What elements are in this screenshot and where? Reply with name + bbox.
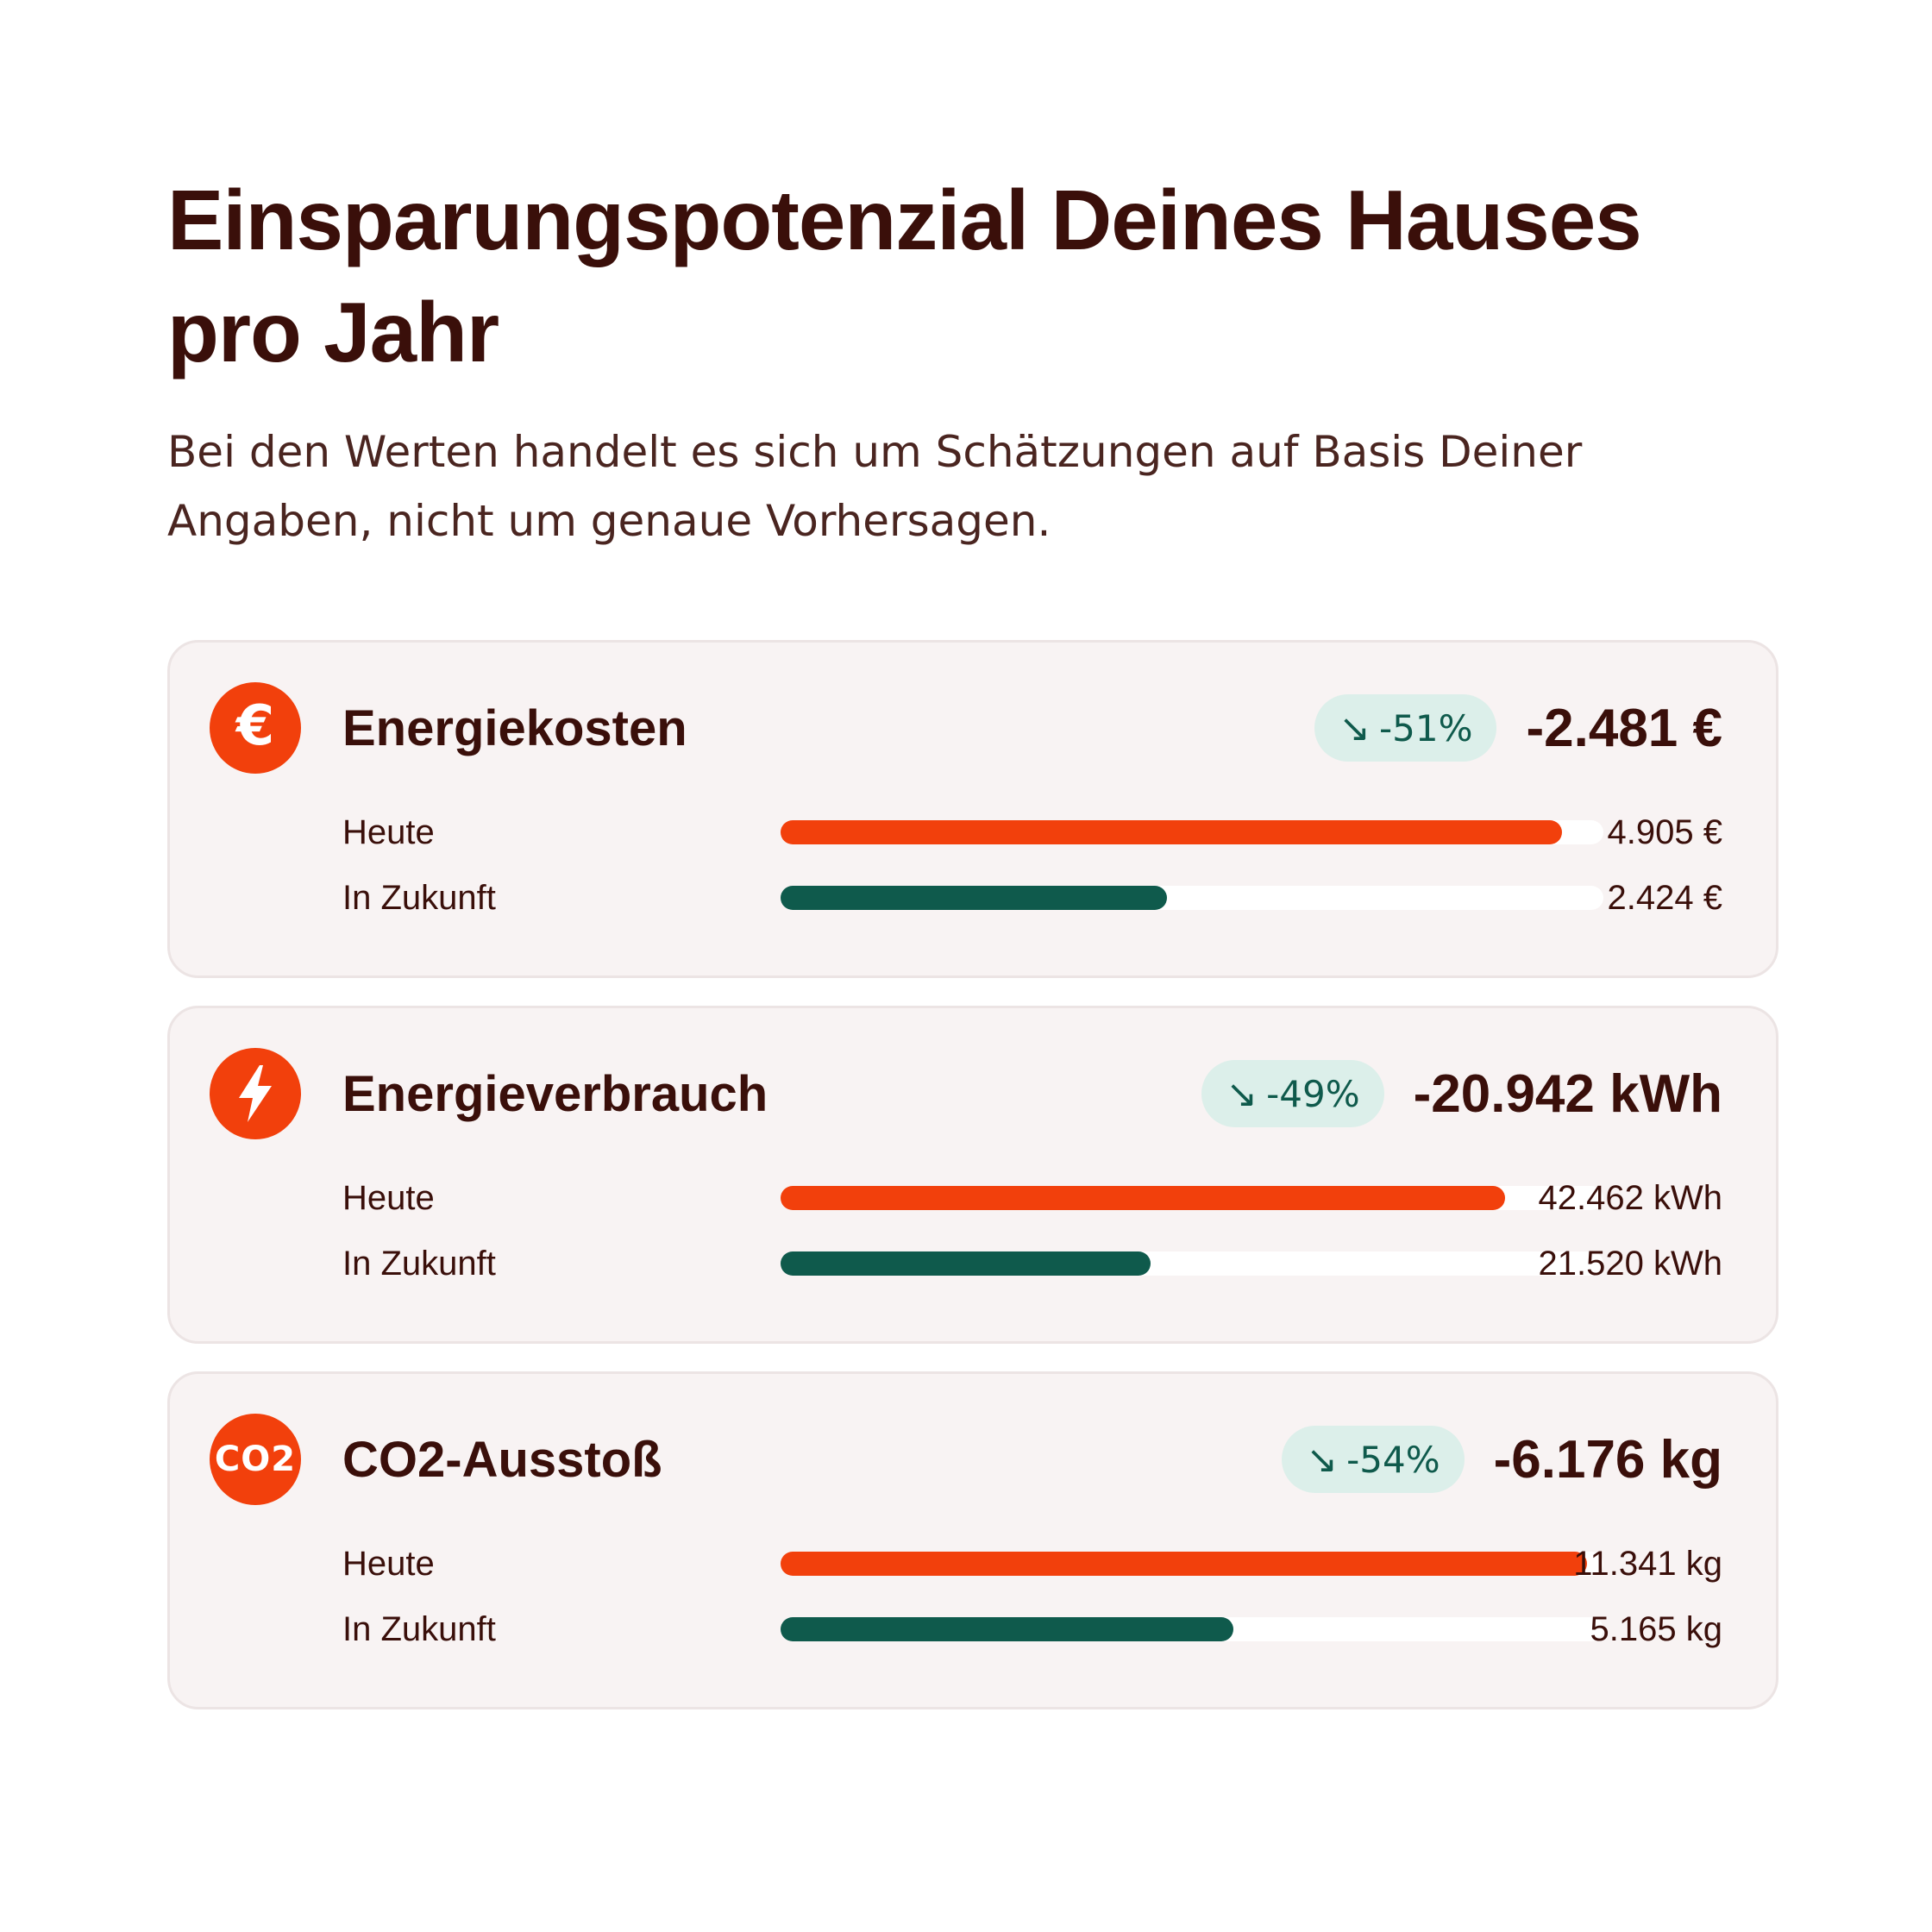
row-value: 11.341 kg	[1573, 1545, 1722, 1583]
row-value: 42.462 kWh	[1538, 1179, 1722, 1217]
badge-label: -49%	[1266, 1072, 1360, 1115]
row-in-zukunft: In Zukunft 2.424 €	[342, 872, 1722, 924]
row-label: Heute	[342, 1545, 435, 1583]
row-label: In Zukunft	[342, 879, 496, 917]
co2-icon: CO2	[210, 1414, 301, 1505]
row-label: In Zukunft	[342, 1245, 496, 1283]
savings-cards: € Energiekosten ↘ -51% -2.481 € Heute 4.…	[167, 640, 1778, 1709]
row-heute: Heute 11.341 kg	[342, 1538, 1722, 1590]
row-heute: Heute 4.905 €	[342, 806, 1722, 858]
row-value: 21.520 kWh	[1538, 1245, 1722, 1283]
card-summary: ↘ -51% -2.481 €	[1314, 694, 1722, 762]
row-label: Heute	[342, 813, 435, 851]
card-title: Energieverbrauch	[342, 1066, 768, 1122]
page-subtitle: Bei den Werten handelt es sich um Schätz…	[167, 427, 1583, 546]
arrow-down-right-icon: ↘	[1306, 1437, 1339, 1482]
row-in-zukunft: In Zukunft 21.520 kWh	[342, 1238, 1722, 1289]
card-summary: ↘ -54% -6.176 kg	[1282, 1426, 1722, 1493]
progress-track	[781, 1617, 1603, 1641]
progress-fill	[781, 886, 1168, 910]
row-heute: Heute 42.462 kWh	[342, 1172, 1722, 1224]
badge-label: -54%	[1346, 1438, 1440, 1481]
lightning-glyph	[239, 1065, 272, 1122]
page-title: Einsparungspotenzial Deines Hauses pro J…	[167, 172, 1642, 380]
row-label: Heute	[342, 1179, 435, 1217]
row-value: 2.424 €	[1607, 879, 1722, 917]
change-badge: ↘ -51%	[1314, 694, 1497, 762]
progress-track	[781, 886, 1603, 910]
total-savings: -20.942 kWh	[1413, 1063, 1722, 1124]
arrow-down-right-icon: ↘	[1226, 1071, 1258, 1116]
total-savings: -2.481 €	[1526, 698, 1722, 758]
progress-fill	[781, 1617, 1233, 1641]
progress-fill	[781, 1552, 1587, 1576]
progress-fill	[781, 820, 1563, 844]
card-title: Energiekosten	[342, 700, 687, 756]
progress-track	[781, 1251, 1603, 1276]
row-value: 5.165 kg	[1590, 1610, 1722, 1648]
row-value: 4.905 €	[1607, 813, 1722, 851]
card-energieverbrauch: Energieverbrauch ↘ -49% -20.942 kWh Heut…	[167, 1006, 1778, 1344]
progress-track	[781, 1186, 1603, 1210]
savings-page: Einsparungspotenzial Deines Hauses pro J…	[167, 164, 1778, 1737]
progress-fill	[781, 1251, 1151, 1276]
card-energiekosten: € Energiekosten ↘ -51% -2.481 € Heute 4.…	[167, 640, 1778, 978]
progress-track	[781, 1552, 1603, 1576]
badge-label: -51%	[1378, 706, 1473, 750]
change-badge: ↘ -54%	[1282, 1426, 1465, 1493]
row-label: In Zukunft	[342, 1610, 496, 1648]
card-summary: ↘ -49% -20.942 kWh	[1201, 1060, 1722, 1127]
progress-fill	[781, 1186, 1505, 1210]
change-badge: ↘ -49%	[1201, 1060, 1384, 1127]
progress-track	[781, 820, 1603, 844]
card-title: CO2-Ausstoß	[342, 1432, 662, 1488]
euro-icon: €	[210, 682, 301, 774]
card-co2-ausstoss: CO2 CO2-Ausstoß ↘ -54% -6.176 kg Heute 1…	[167, 1371, 1778, 1709]
arrow-down-right-icon: ↘	[1339, 706, 1371, 750]
lightning-icon	[210, 1048, 301, 1139]
total-savings: -6.176 kg	[1493, 1429, 1722, 1490]
row-in-zukunft: In Zukunft 5.165 kg	[342, 1603, 1722, 1655]
